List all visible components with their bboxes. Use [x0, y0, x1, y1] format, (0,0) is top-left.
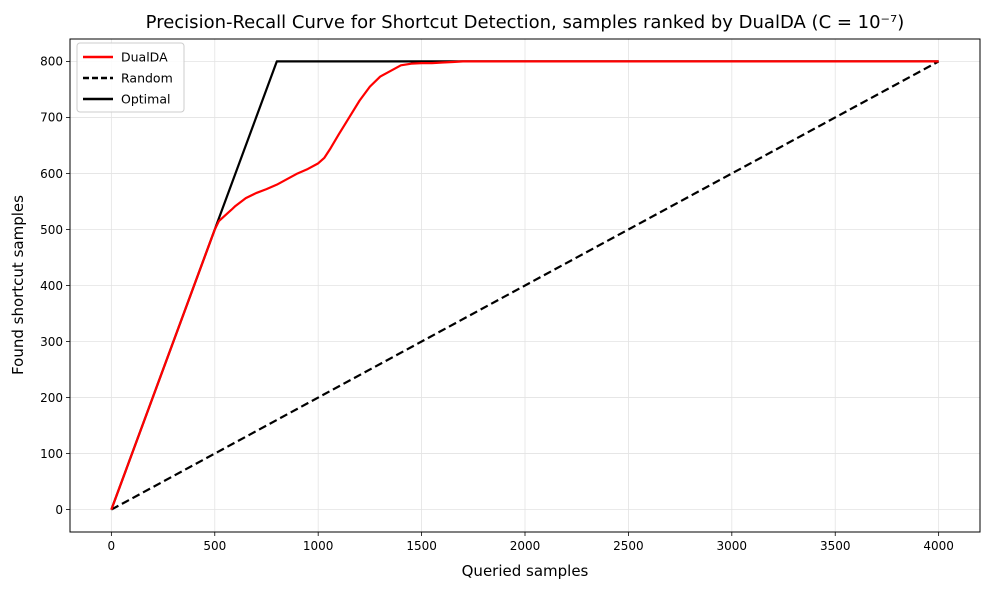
x-tick-label: 3500 — [820, 539, 851, 553]
x-tick-label: 500 — [203, 539, 226, 553]
y-tick-label: 800 — [40, 55, 63, 69]
legend-label-dualda: DualDA — [121, 50, 168, 65]
axis-ticks: 0 500 1000 1500 2000 2500 3000 3500 4000 0 100 200 3… — [40, 55, 954, 553]
y-tick-label: 500 — [40, 223, 63, 237]
y-tick-label: 0 — [55, 503, 63, 517]
legend: DualDA Random Optimal — [76, 42, 185, 113]
x-tick-label: 0 — [108, 539, 116, 553]
y-tick-label: 300 — [40, 335, 63, 349]
y-tick-label: 400 — [40, 279, 63, 293]
x-tick-label: 1000 — [303, 539, 334, 553]
series-line-random — [110, 60, 940, 511]
y-tick-label: 700 — [40, 111, 63, 125]
x-tick-label: 3000 — [717, 539, 748, 553]
legend-label-optimal: Optimal — [121, 92, 170, 107]
x-tick-label: 2500 — [613, 539, 644, 553]
legend-label-random: Random — [121, 71, 173, 86]
chart-title: Precision-Recall Curve for Shortcut Dete… — [146, 12, 905, 33]
legend-frame — [76, 42, 185, 113]
x-axis-label: Queried samples — [462, 562, 589, 580]
chart-title-text: Precision-Recall Curve for Shortcut Dete… — [146, 12, 905, 33]
series-line-dualda — [110, 60, 939, 510]
y-tick-label: 100 — [40, 447, 63, 461]
y-tick-label: 200 — [40, 391, 63, 405]
x-tick-label: 1500 — [406, 539, 437, 553]
y-axis-label: Found shortcut samples — [9, 195, 27, 375]
plot-series — [110, 60, 940, 511]
y-tick-label: 600 — [40, 167, 63, 181]
x-tick-label: 2000 — [510, 539, 541, 553]
x-tick-label: 4000 — [923, 539, 954, 553]
